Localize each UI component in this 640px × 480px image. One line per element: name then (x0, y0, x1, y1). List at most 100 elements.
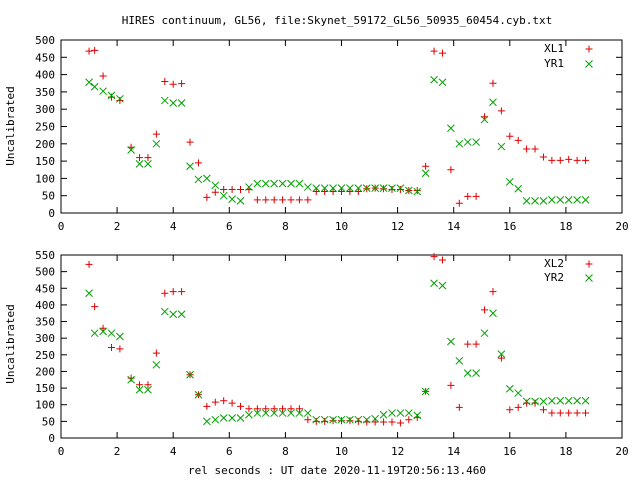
data-point (404, 186, 413, 195)
data-point (152, 349, 160, 357)
data-point (161, 78, 169, 86)
y-tick-label: 250 (35, 121, 55, 134)
data-point (362, 184, 371, 192)
data-point (421, 169, 430, 178)
data-point (548, 396, 556, 405)
data-point (379, 184, 388, 192)
data-point (295, 409, 304, 417)
data-point (85, 289, 93, 298)
x-tick-label: 10 (335, 220, 348, 233)
y-tick-label: 500 (35, 266, 55, 279)
data-point (455, 356, 464, 365)
data-point (413, 187, 421, 195)
legend-marker (585, 260, 593, 268)
data-point (531, 397, 539, 406)
data-point (362, 415, 371, 424)
data-point (405, 416, 413, 424)
data-point (186, 162, 194, 171)
top-ylabel: Uncalibrated (4, 86, 17, 165)
data-point (270, 409, 279, 417)
data-point (194, 175, 203, 184)
y-tick-label: 300 (35, 332, 55, 345)
data-point (237, 402, 245, 410)
data-point (413, 411, 422, 420)
x-tick-label: 6 (226, 445, 233, 458)
data-point (262, 196, 270, 204)
data-point (565, 155, 573, 163)
data-point (430, 253, 438, 261)
data-point (413, 187, 422, 196)
data-point (287, 179, 295, 188)
data-point (144, 160, 152, 168)
data-point (354, 184, 363, 192)
data-point (556, 156, 564, 164)
data-point (548, 195, 556, 204)
x-tick-label: 0 (58, 220, 65, 233)
x-tick-label: 8 (282, 445, 289, 458)
top-panel: Uncalibrated XL1 YR1 0501001502002503003… (4, 34, 629, 233)
data-point (279, 405, 287, 413)
data-point (211, 398, 219, 406)
data-point (337, 184, 346, 192)
data-point (160, 307, 169, 316)
data-point (548, 409, 556, 417)
data-point (135, 160, 144, 168)
legend-label-yr2: YR2 (544, 271, 564, 284)
data-point (90, 329, 99, 338)
y-tick-label: 450 (35, 282, 55, 295)
data-point (388, 418, 396, 426)
data-point (287, 409, 295, 417)
data-point (295, 196, 303, 204)
data-point (514, 389, 523, 397)
data-point (447, 337, 455, 346)
x-tick-label: 4 (170, 220, 177, 233)
data-point (522, 397, 531, 406)
data-point (85, 78, 93, 87)
data-point (497, 354, 505, 362)
data-point (228, 195, 236, 204)
plot-frame (60, 254, 623, 439)
data-point (85, 47, 93, 55)
data-point (573, 156, 581, 164)
data-point (270, 196, 278, 204)
data-point (472, 192, 480, 200)
data-point (312, 188, 320, 196)
y-tick-label: 550 (35, 249, 55, 262)
data-point (236, 414, 245, 422)
data-point (463, 369, 472, 377)
data-point (573, 195, 581, 204)
x-tick-label: 8 (282, 220, 289, 233)
data-point (396, 185, 404, 193)
data-point (245, 405, 253, 413)
data-point (253, 405, 261, 413)
x-axis-label: rel seconds : UT date 2020-11-19T20:56:1… (188, 464, 486, 477)
data-point (523, 145, 531, 153)
data-point (116, 332, 124, 341)
data-point (211, 188, 219, 196)
data-point (107, 91, 116, 100)
data-point (303, 409, 312, 417)
data-point (455, 139, 464, 148)
data-point (573, 409, 581, 417)
x-tick-label: 14 (447, 445, 461, 458)
data-point (346, 184, 354, 192)
data-point (523, 399, 531, 407)
data-point (531, 399, 539, 407)
data-point (194, 159, 202, 167)
data-point (472, 138, 480, 146)
data-point (211, 415, 220, 424)
data-point (253, 179, 262, 188)
data-point (581, 195, 590, 204)
legend-marker (585, 60, 593, 68)
data-point (514, 184, 523, 193)
data-point (422, 162, 430, 170)
data-point (177, 99, 186, 107)
data-point (99, 327, 107, 336)
data-point (329, 415, 337, 424)
data-point (497, 142, 506, 151)
data-point (161, 289, 169, 297)
data-point (178, 288, 186, 296)
data-point (548, 156, 556, 164)
data-point (270, 405, 278, 413)
